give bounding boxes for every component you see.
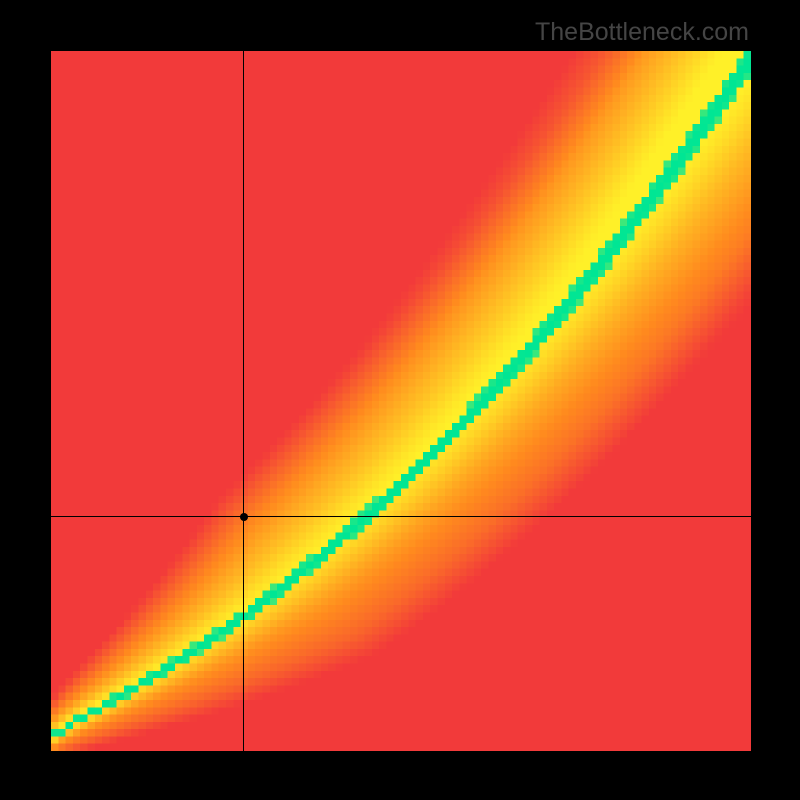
crosshair-horizontal	[51, 516, 751, 517]
chart-container: TheBottleneck.com	[0, 0, 800, 800]
bottleneck-heatmap	[51, 51, 751, 751]
crosshair-marker-dot	[240, 513, 248, 521]
crosshair-vertical	[243, 51, 244, 751]
watermark-text: TheBottleneck.com	[535, 18, 749, 47]
